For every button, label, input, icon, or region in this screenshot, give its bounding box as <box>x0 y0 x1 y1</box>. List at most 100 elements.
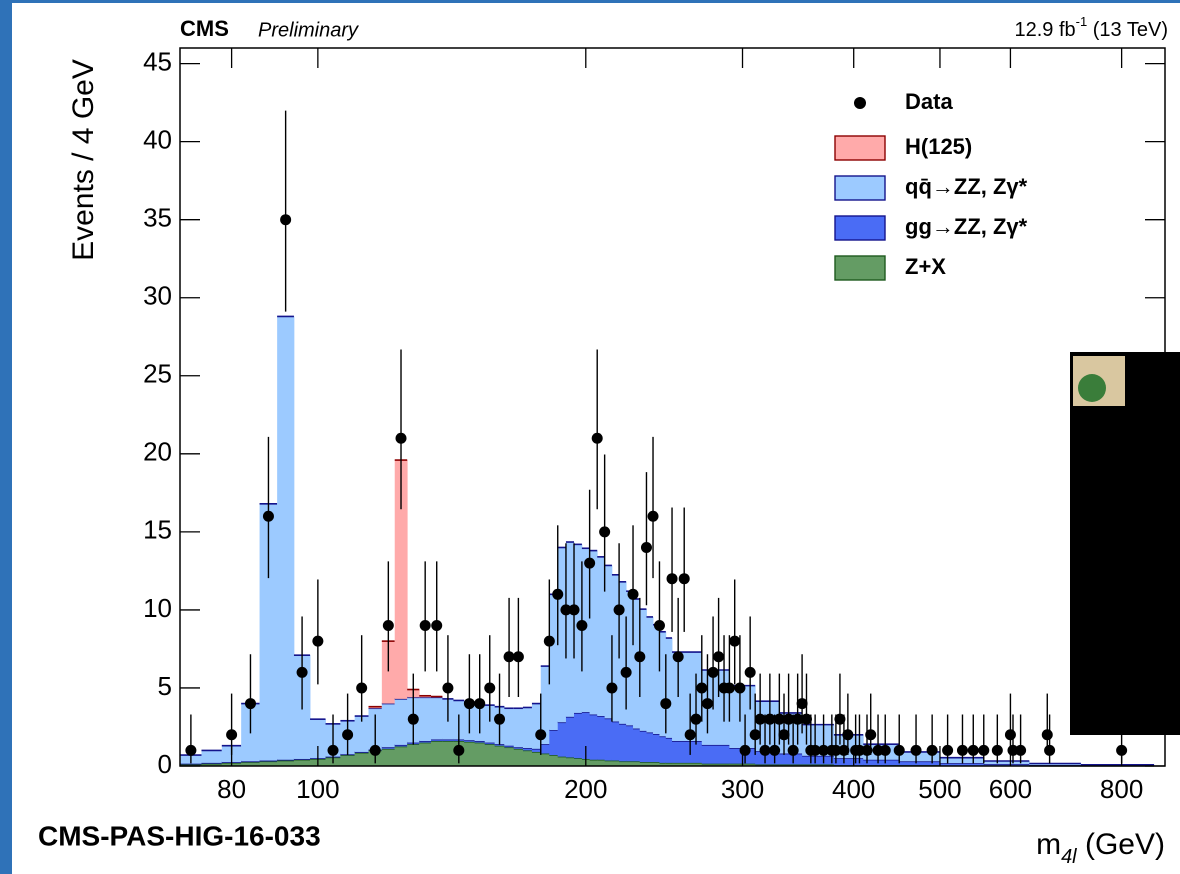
hist-bar <box>672 741 703 763</box>
x-tick-label: 800 <box>1100 774 1143 804</box>
hist-bar <box>939 763 985 766</box>
hist-bar <box>557 722 567 757</box>
hist-bar <box>557 547 567 723</box>
lumi: 12.9 fb <box>1014 19 1075 41</box>
hist-bar <box>589 759 598 766</box>
data-point <box>584 557 596 569</box>
legend-label: Data <box>905 89 953 114</box>
legend-label: Z+X <box>905 254 946 279</box>
hist-bar <box>653 762 660 766</box>
x-tick-label: 400 <box>832 774 875 804</box>
hist-bar <box>626 761 634 766</box>
hist-bar <box>574 758 583 766</box>
legend-swatch <box>834 255 886 281</box>
x-tick-label: 100 <box>296 774 339 804</box>
data-point <box>660 698 672 710</box>
inset-text: CMS Ex <box>1130 361 1167 372</box>
y-tick-label: 40 <box>143 125 172 155</box>
hist-bar <box>522 750 533 766</box>
hist-bar <box>604 565 613 719</box>
hist-bar <box>442 741 454 766</box>
data-point <box>653 620 665 632</box>
hist-bar <box>626 725 634 762</box>
legend-label: gg→ZZ, Zγ* <box>905 214 1028 239</box>
hist-bar <box>589 550 598 715</box>
data-point <box>560 604 572 616</box>
hist-bar <box>604 760 613 766</box>
hist-bar <box>259 761 278 766</box>
data-point <box>830 744 842 756</box>
data-point <box>1044 744 1056 756</box>
plot-area: 0 5 10 15 20 25 30 35 40 45 80 100 200 300 400 500 600 80… <box>143 46 1166 804</box>
data-point <box>910 744 922 756</box>
hist-bar <box>540 744 550 754</box>
data-point <box>576 620 588 632</box>
hist-bar <box>430 741 443 766</box>
x-tick-label: 200 <box>564 774 607 804</box>
hist-bar <box>394 698 408 745</box>
hist-bar <box>899 761 941 766</box>
hist-bar <box>522 748 533 751</box>
hist-bar <box>633 761 641 766</box>
data-point <box>1041 729 1053 741</box>
hist-bar <box>201 750 223 763</box>
data-point <box>395 432 407 444</box>
data-point <box>734 682 746 694</box>
hist-bar <box>802 755 835 765</box>
hist-bar <box>639 730 647 763</box>
hist-bar <box>639 609 647 731</box>
hist-bar <box>540 753 550 766</box>
inset-text: Run / Ev <box>1130 385 1168 396</box>
hist-bar <box>833 758 864 766</box>
hist-bar <box>201 763 223 766</box>
hist-bar <box>394 460 408 699</box>
hist-bar <box>381 641 396 704</box>
data-point <box>606 682 618 694</box>
hist-bar <box>755 701 780 752</box>
hist-bar <box>565 542 575 717</box>
hist-bar <box>557 756 567 766</box>
data-point <box>568 604 580 616</box>
data-point <box>1015 744 1027 756</box>
x-label-sub: 4l <box>1061 846 1077 868</box>
hist-bar <box>513 708 524 748</box>
data-point <box>967 744 979 756</box>
data-point <box>666 573 678 585</box>
hist-bar <box>659 631 667 737</box>
hist-bar <box>611 760 620 766</box>
hist-bar <box>597 716 606 760</box>
data-point <box>729 635 741 647</box>
x-label-main: m <box>1036 828 1061 861</box>
data-point <box>262 510 274 522</box>
hist-bar <box>672 652 703 742</box>
hist-bar <box>633 728 641 762</box>
data-point <box>783 713 795 725</box>
hist-bar <box>633 598 641 729</box>
data-point <box>535 729 547 741</box>
energy: (13 TeV) <box>1087 19 1168 41</box>
data-point <box>749 729 761 741</box>
hist-bar <box>531 748 542 752</box>
data-point <box>442 682 454 694</box>
hist-bar <box>293 759 311 766</box>
data-point <box>759 744 771 756</box>
x-tick-label: 80 <box>217 774 246 804</box>
hist-bar <box>419 697 432 742</box>
data-point <box>634 651 646 663</box>
data-point <box>769 744 781 756</box>
data-point <box>796 698 808 710</box>
data-point <box>613 604 625 616</box>
data-point <box>690 713 702 725</box>
hist-bar <box>484 705 496 743</box>
hist-bar <box>484 744 496 766</box>
hist-bar <box>381 703 396 748</box>
data-point <box>744 666 756 678</box>
hist-bar <box>639 762 647 766</box>
data-point <box>754 713 766 725</box>
hist-bar <box>653 734 660 763</box>
data-point <box>684 729 696 741</box>
hist-bar <box>604 718 613 761</box>
